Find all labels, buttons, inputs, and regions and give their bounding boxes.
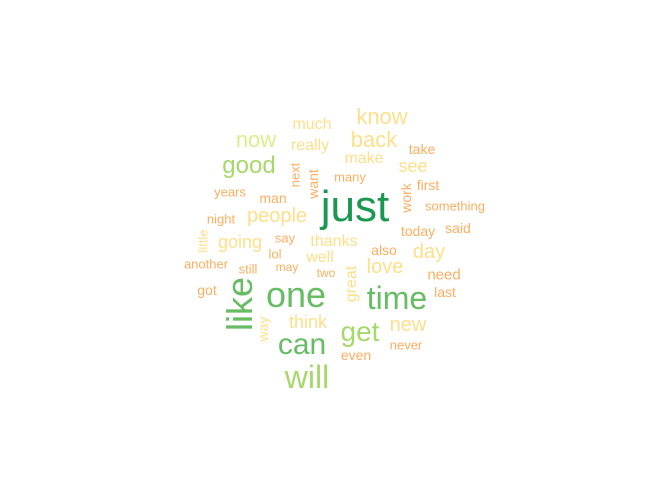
word-time: time <box>366 280 428 316</box>
word-even: even <box>340 347 372 363</box>
word-take: take <box>408 141 436 157</box>
word-two: two <box>316 266 336 280</box>
word-still: still <box>238 261 258 277</box>
word-back: back <box>350 127 398 152</box>
word-love: love <box>366 256 404 278</box>
word-last: last <box>434 284 456 300</box>
word-another: another <box>183 256 229 272</box>
word-many: many <box>334 169 366 185</box>
word-night: night <box>206 211 236 227</box>
word-thanks: thanks <box>310 233 358 250</box>
word-much: much <box>292 116 332 133</box>
word-say: say <box>274 230 296 246</box>
word-work: work <box>398 183 414 213</box>
word-see: see <box>398 156 428 176</box>
word-get: get <box>340 316 380 347</box>
word-little: little <box>195 229 211 253</box>
word-also: also <box>371 242 397 258</box>
word-never: never <box>389 337 423 353</box>
word-new: new <box>389 314 427 336</box>
word-need: need <box>427 266 461 284</box>
word-got: got <box>197 282 217 298</box>
word-may: may <box>275 260 299 274</box>
word-want: want <box>305 169 321 199</box>
word-way: way <box>255 316 271 342</box>
word-like: like <box>219 276 260 332</box>
word-great: great <box>343 265 360 303</box>
word-man: man <box>259 190 287 206</box>
word-make: make <box>344 150 384 167</box>
word-one: one <box>265 274 327 315</box>
word-know: know <box>356 104 408 129</box>
word-think: think <box>288 312 328 332</box>
word-just: just <box>320 182 390 231</box>
word-now: now <box>235 127 277 152</box>
word-well: well <box>306 249 334 266</box>
word-first: first <box>416 177 440 193</box>
word-going: going <box>217 232 263 252</box>
word-can: can <box>277 328 327 361</box>
word-something: something <box>425 198 485 214</box>
word-lol: lol <box>268 246 282 262</box>
word-years: years <box>214 184 246 200</box>
word-people: people <box>246 205 308 227</box>
word-today: today <box>400 223 436 239</box>
word-day: day <box>412 241 446 263</box>
word-next: next <box>287 162 303 188</box>
word-good: good <box>222 152 276 179</box>
word-said: said <box>445 220 471 236</box>
word-really: really <box>290 137 330 154</box>
word-will: will <box>284 359 330 395</box>
